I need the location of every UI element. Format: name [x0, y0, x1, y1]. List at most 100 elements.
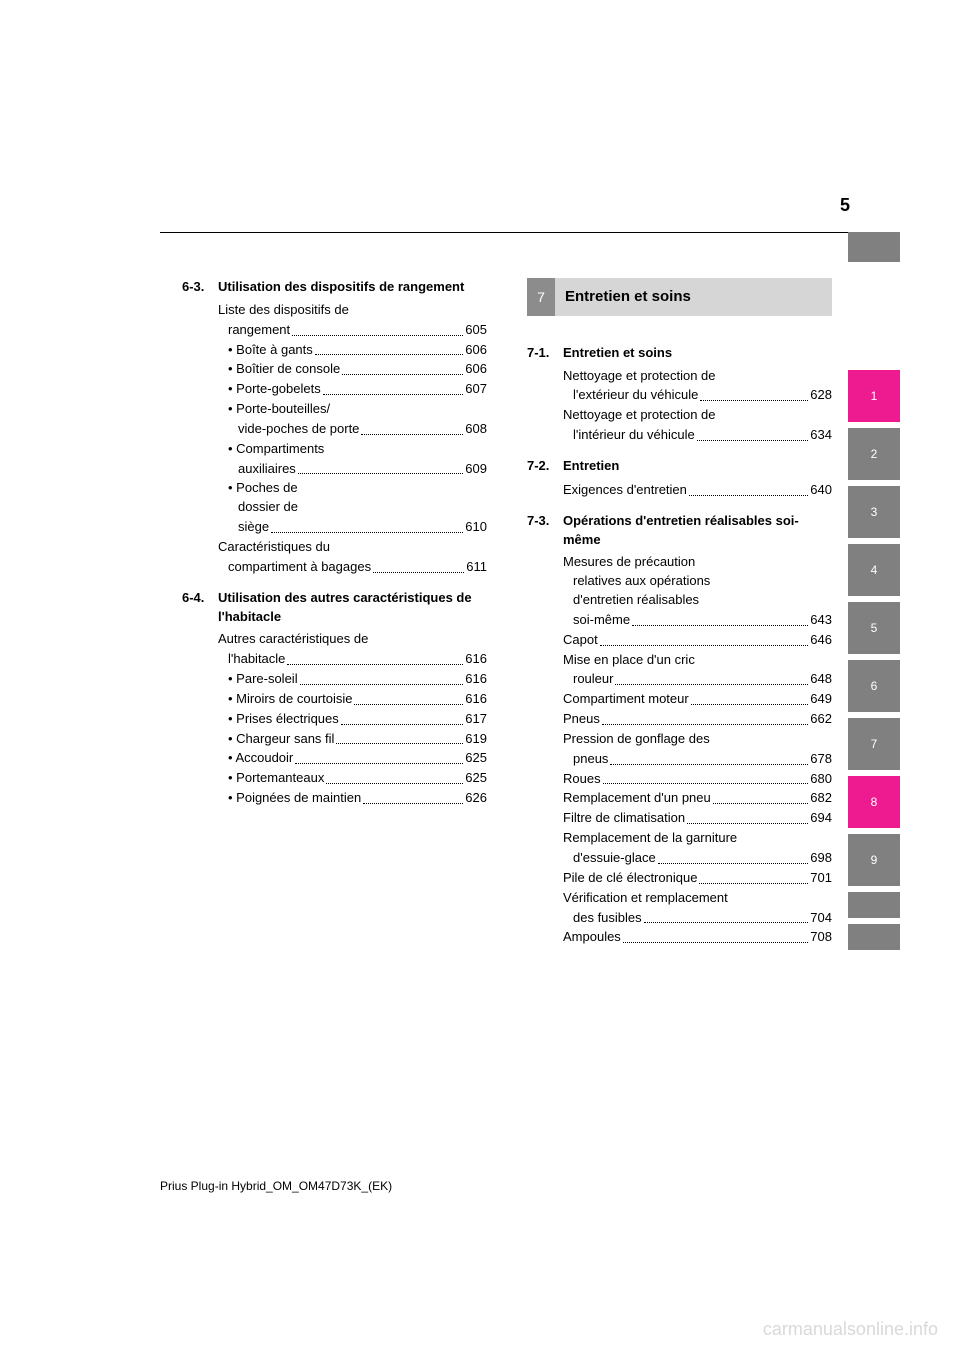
toc-leader	[298, 473, 463, 474]
toc-entry[interactable]: • Boîtier de console 606	[218, 360, 487, 379]
toc-entry-label: • Poignées de maintien	[228, 789, 361, 808]
toc-entry-page: 619	[465, 730, 487, 749]
toc-entry[interactable]: Exigences d'entretien 640	[563, 481, 832, 500]
toc-entry-label: l'intérieur du véhicule	[573, 426, 695, 445]
toc-section-header: 7-3.Opérations d'entretien réalisables s…	[527, 512, 832, 554]
toc-entry-label: • Boîte à gants	[228, 341, 313, 360]
toc-entry[interactable]: • Prises électriques 617	[218, 710, 487, 729]
side-tab-9[interactable]: 9	[848, 834, 900, 886]
toc-leader	[300, 684, 464, 685]
toc-entry[interactable]: • Poignées de maintien626	[218, 789, 487, 808]
toc-leader	[603, 783, 809, 784]
toc-section-number: 7-3.	[527, 512, 563, 531]
toc-entry[interactable]: Ampoules708	[563, 928, 832, 947]
toc-entry-label: Pneus	[563, 710, 600, 729]
side-tab-2[interactable]: 2	[848, 428, 900, 480]
toc-entry-page: 608	[465, 420, 487, 439]
toc-entry-label: Exigences d'entretien	[563, 481, 687, 500]
toc-entry-label: • Chargeur sans fil	[228, 730, 334, 749]
toc-entry-label: Ampoules	[563, 928, 621, 947]
top-gray-bar	[848, 232, 900, 262]
toc-entry-line: Nettoyage et protection de	[563, 367, 832, 386]
toc-entry-line: Liste des dispositifs de	[218, 301, 487, 320]
toc-section-number: 6-4.	[182, 589, 218, 608]
side-tab-4[interactable]: 4	[848, 544, 900, 596]
toc-entry[interactable]: l'habitacle616	[218, 650, 487, 669]
toc-section-title: Entretien et soins	[563, 344, 828, 363]
toc-leader	[700, 400, 808, 401]
toc-entry-label: • Prises électriques	[228, 710, 339, 729]
toc-leader	[292, 335, 463, 336]
toc-entry-label: Capot	[563, 631, 598, 650]
toc-entry[interactable]: Roues680	[563, 770, 832, 789]
toc-entry-page: 704	[810, 909, 832, 928]
toc-entry-label: pneus	[573, 750, 608, 769]
toc-entry[interactable]: • Chargeur sans fil 619	[218, 730, 487, 749]
toc-leader	[699, 883, 808, 884]
toc-entry-line: Mesures de précaution	[563, 553, 832, 572]
toc-section: 7-2.EntretienExigences d'entretien640	[527, 457, 832, 500]
toc-entry-label: Remplacement d'un pneu	[563, 789, 711, 808]
toc-entry-label: • Boîtier de console	[228, 360, 340, 379]
toc-entry[interactable]: auxiliaires609	[218, 460, 487, 479]
toc-entry[interactable]: d'essuie-glace698	[563, 849, 832, 868]
toc-entry-label: • Miroirs de courtoisie	[228, 690, 352, 709]
toc-entry[interactable]: l'intérieur du véhicule634	[563, 426, 832, 445]
toc-entry-page: 643	[810, 611, 832, 630]
side-tab-3[interactable]: 3	[848, 486, 900, 538]
content-area: 6-3.Utilisation des dispositifs de range…	[182, 278, 832, 959]
toc-entry[interactable]: Remplacement d'un pneu682	[563, 789, 832, 808]
toc-entry[interactable]: vide-poches de porte 608	[218, 420, 487, 439]
toc-entry[interactable]: Pile de clé électronique701	[563, 869, 832, 888]
toc-entry-page: 616	[465, 670, 487, 689]
toc-entry[interactable]: Compartiment moteur649	[563, 690, 832, 709]
toc-entry-page: 649	[810, 690, 832, 709]
side-tab-6[interactable]: 6	[848, 660, 900, 712]
toc-entry-page: 648	[810, 670, 832, 689]
toc-entry-line: Pression de gonflage des	[563, 730, 832, 749]
toc-entry-page: 617	[465, 710, 487, 729]
top-rule	[160, 232, 860, 233]
toc-entry[interactable]: • Miroirs de courtoisie616	[218, 690, 487, 709]
toc-section-number: 7-2.	[527, 457, 563, 476]
chapter-header: 7Entretien et soins	[527, 278, 832, 316]
side-tab-7[interactable]: 7	[848, 718, 900, 770]
toc-entry[interactable]: • Porte-gobelets607	[218, 380, 487, 399]
toc-entry[interactable]: rouleur648	[563, 670, 832, 689]
toc-entry[interactable]: Capot646	[563, 631, 832, 650]
toc-entry[interactable]: compartiment à bagages611	[218, 558, 487, 577]
side-tab-blank	[848, 924, 900, 950]
toc-leader	[287, 664, 463, 665]
toc-entry[interactable]: des fusibles704	[563, 909, 832, 928]
toc-leader	[295, 763, 463, 764]
toc-entry-label: vide-poches de porte	[238, 420, 359, 439]
toc-entry[interactable]: rangement605	[218, 321, 487, 340]
toc-entry[interactable]: • Portemanteaux625	[218, 769, 487, 788]
toc-leader	[326, 783, 463, 784]
right-column: 7Entretien et soins7-1.Entretien et soin…	[507, 278, 832, 959]
toc-entry[interactable]: siège610	[218, 518, 487, 537]
toc-section: 6-4.Utilisation des autres caractéristiq…	[182, 589, 487, 808]
toc-entry[interactable]: • Pare-soleil616	[218, 670, 487, 689]
chapter-number-box: 7	[527, 278, 555, 316]
toc-entry[interactable]: • Accoudoir625	[218, 749, 487, 768]
side-tab-1[interactable]: 1	[848, 370, 900, 422]
toc-entry[interactable]: pneus 678	[563, 750, 832, 769]
toc-entry-line: • Compartiments	[218, 440, 487, 459]
toc-section-title: Opérations d'entretien réalisables soi-m…	[563, 512, 828, 550]
toc-entry-label: Roues	[563, 770, 601, 789]
side-tab-8[interactable]: 8	[848, 776, 900, 828]
toc-section-body: Nettoyage et protection del'extérieur du…	[563, 367, 832, 445]
page-number: 5	[840, 195, 850, 216]
toc-entry-page: 606	[465, 360, 487, 379]
toc-entry[interactable]: l'extérieur du véhicule628	[563, 386, 832, 405]
toc-entry-line: • Poches de	[218, 479, 487, 498]
toc-entry-page: 678	[810, 750, 832, 769]
toc-entry[interactable]: soi-même643	[563, 611, 832, 630]
toc-entry[interactable]: Pneus662	[563, 710, 832, 729]
toc-entry-page: 640	[810, 481, 832, 500]
toc-entry-label: Pile de clé électronique	[563, 869, 697, 888]
side-tab-5[interactable]: 5	[848, 602, 900, 654]
toc-entry[interactable]: • Boîte à gants606	[218, 341, 487, 360]
toc-entry[interactable]: Filtre de climatisation694	[563, 809, 832, 828]
